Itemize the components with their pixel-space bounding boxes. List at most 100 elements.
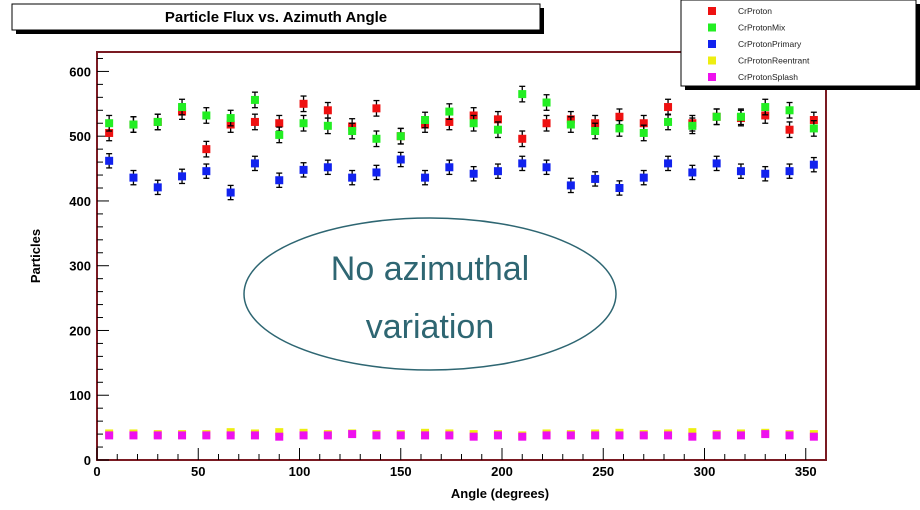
- crprotonmix-point: [226, 114, 235, 123]
- crprotonprimary-point: [566, 181, 575, 190]
- crprotonmix-point: [591, 127, 600, 136]
- crprotonsplash-point: [518, 432, 527, 441]
- crproton-point: [493, 115, 502, 124]
- crprotonprimary-point: [591, 174, 600, 183]
- crprotonsplash-point: [615, 431, 624, 440]
- crprotonprimary-point: [761, 169, 770, 178]
- crproton-point: [518, 134, 527, 143]
- crprotonsplash-point: [566, 431, 575, 440]
- crprotonprimary-point: [736, 167, 745, 176]
- crprotonsplash-point: [445, 431, 454, 440]
- x-tick-label: 100: [289, 464, 311, 479]
- crprotonsplash-point: [639, 431, 648, 440]
- chart-title: Particle Flux vs. Azimuth Angle: [165, 9, 387, 26]
- crprotonsplash-point: [591, 431, 600, 440]
- axes: 0 100 200 300 400 500 600 0 50 100 150 200 250 300 350: [69, 57, 817, 479]
- crprotonmix-point: [664, 117, 673, 126]
- crprotonsplash-point: [688, 432, 697, 441]
- crprotonmix-point: [129, 120, 138, 129]
- crprotonprimary-point: [372, 168, 381, 177]
- crprotonsplash-point: [178, 431, 187, 440]
- crprotonmix-point: [275, 130, 284, 139]
- crprotonsplash-point: [421, 431, 430, 440]
- crprotonprimary-point: [421, 173, 430, 182]
- crprotonmix-point: [178, 103, 187, 112]
- crprotonmix-point: [445, 107, 454, 116]
- crprotonsplash-point: [664, 431, 673, 440]
- crprotonsplash-point: [153, 431, 162, 440]
- crproton-point: [299, 99, 308, 108]
- crprotonprimary-point: [469, 169, 478, 178]
- crprotonsplash-point: [809, 432, 818, 441]
- crprotonsplash-point: [493, 431, 502, 440]
- crprotonprimary-point: [396, 155, 405, 164]
- annotation-line-2: variation: [366, 308, 495, 346]
- crprotonmix-point: [809, 124, 818, 133]
- crproton-point: [323, 106, 332, 115]
- legend-label-crprotonsplash: CrProtonSplash: [738, 72, 798, 82]
- crprotonprimary-point: [785, 167, 794, 176]
- crprotonprimary-point: [129, 173, 138, 182]
- legend-swatch-crprotonmix: [708, 23, 716, 32]
- y-tick-label: 600: [69, 64, 91, 79]
- x-tick-label: 150: [390, 464, 412, 479]
- crprotonmix-point: [712, 112, 721, 121]
- crprotonsplash-point: [202, 431, 211, 440]
- y-tick-label: 100: [69, 388, 91, 403]
- legend-swatch-crproton: [708, 7, 716, 15]
- crprotonmix-point: [153, 117, 162, 126]
- y-tick-label: 500: [69, 129, 91, 144]
- legend-swatch-crprotonprimary: [708, 40, 716, 48]
- crprotonprimary-point: [688, 168, 697, 177]
- crproton-point: [202, 145, 211, 154]
- legend-box: [680, 0, 917, 87]
- crproton-point: [250, 117, 259, 126]
- crproton-point: [542, 119, 551, 128]
- crprotonprimary-point: [299, 165, 308, 174]
- annotation-line-1: No azimuthal: [331, 250, 529, 288]
- crprotonprimary-point: [518, 159, 527, 168]
- crproton-point: [275, 119, 284, 128]
- crprotonsplash-point: [299, 431, 308, 440]
- legend: CrProton CrProtonMix CrProtonPrimary CrProt…: [708, 6, 810, 82]
- crprotonprimary-point: [348, 173, 357, 182]
- legend-label-crprotonreentrant: CrProtonReentrant: [738, 56, 810, 66]
- crprotonsplash-point: [105, 431, 114, 440]
- legend-label-crprotonprimary: CrProtonPrimary: [738, 39, 802, 49]
- crprotonreentrant-point: [275, 428, 284, 437]
- crprotonprimary-point: [202, 167, 211, 176]
- x-axis-title: Angle (degrees): [451, 486, 549, 501]
- crprotonmix-point: [615, 124, 624, 133]
- crprotonsplash-point: [323, 431, 332, 440]
- crprotonmix-point: [421, 116, 430, 124]
- crprotonmix-point: [105, 119, 114, 128]
- crprotonmix-point: [348, 127, 357, 136]
- annotation-ellipse: [243, 217, 617, 371]
- crprotonmix-point: [566, 120, 575, 129]
- crprotonprimary-point: [275, 176, 284, 185]
- crproton-point: [785, 125, 794, 134]
- crproton-point: [445, 117, 454, 126]
- crproton-point: [615, 112, 624, 121]
- crproton-point: [639, 119, 648, 128]
- crprotonsplash-point: [469, 432, 478, 441]
- crproton-point: [372, 104, 381, 113]
- crprotonprimary-point: [615, 184, 624, 192]
- crprotonmix-point: [323, 121, 332, 130]
- crprotonsplash-point: [785, 431, 794, 440]
- crprotonsplash-point: [275, 432, 284, 441]
- crprotonprimary-point: [542, 163, 551, 172]
- crprotonmix-point: [518, 90, 527, 99]
- legend-label-crprotonmix: CrProtonMix: [738, 23, 786, 33]
- legend-swatch-crprotonreentrant: [708, 56, 716, 65]
- crprotonsplash-point: [250, 431, 259, 440]
- crprotonprimary-point: [153, 183, 162, 192]
- crprotonsplash-point: [372, 431, 381, 440]
- crprotonprimary-point: [226, 188, 235, 197]
- y-tick-label: 300: [69, 259, 91, 274]
- crprotonprimary-point: [250, 159, 259, 168]
- crprotonsplash-point: [761, 430, 770, 439]
- y-axis-title: Particles: [28, 229, 43, 283]
- crprotonprimary-point: [493, 167, 502, 176]
